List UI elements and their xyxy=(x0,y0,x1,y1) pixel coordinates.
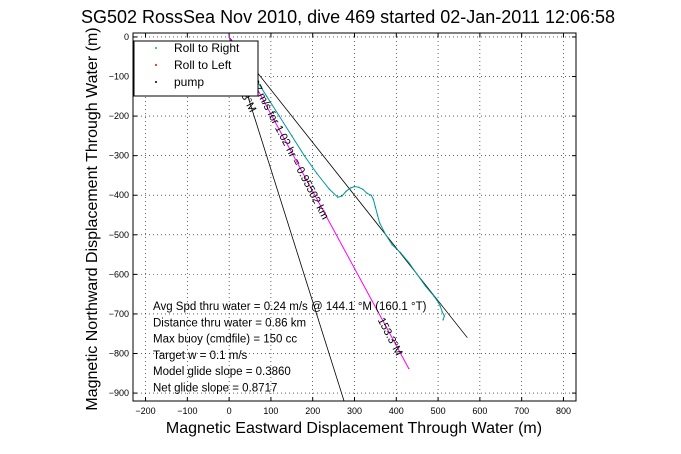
x-tick-label: −200 xyxy=(135,406,155,416)
series-point xyxy=(278,115,280,117)
legend-marker xyxy=(155,64,157,66)
series-point xyxy=(391,243,393,246)
y-tick-label: −900 xyxy=(109,388,129,398)
y-tick-label: −800 xyxy=(109,349,129,359)
info-text: Avg Spd thru water = 0.24 m/s @ 144.1 °M… xyxy=(153,301,427,395)
legend-marker xyxy=(155,47,157,49)
info-line: Target w = 0.1 m/s xyxy=(153,350,248,362)
series-point xyxy=(228,36,230,38)
series-point xyxy=(366,192,368,194)
y-axis-label: Magnetic Northward Displacement Through … xyxy=(84,27,101,410)
y-tick-label: −100 xyxy=(109,72,129,82)
x-tick-label: 200 xyxy=(305,406,320,416)
series-point xyxy=(370,194,372,196)
series-point xyxy=(442,319,444,321)
x-tick-label: 400 xyxy=(389,406,404,416)
series-point xyxy=(349,187,352,189)
y-tick-label: −400 xyxy=(109,190,129,200)
x-tick-label: 300 xyxy=(347,406,362,416)
series-point xyxy=(357,186,360,189)
x-tick-label: 500 xyxy=(431,406,446,416)
y-tick-label: −500 xyxy=(109,230,129,240)
legend-label: pump xyxy=(174,75,204,89)
info-line: Net glide slope = 0.8717 xyxy=(153,383,277,395)
x-tick-label: −100 xyxy=(177,406,197,416)
x-tick-label: 100 xyxy=(263,406,278,416)
legend: Roll to Right Roll to Left pump xyxy=(133,40,259,97)
series-point xyxy=(316,172,318,175)
series-point xyxy=(437,301,439,303)
info-line: Avg Spd thru water = 0.24 m/s @ 144.1 °M… xyxy=(153,301,427,313)
info-line: Model glide slope = 0.3860 xyxy=(153,366,291,378)
series-point xyxy=(385,234,387,236)
grid-lines xyxy=(133,33,576,401)
legend-box xyxy=(133,40,259,97)
plot-area: −200 −100 0 100 200 300 400 500 600 700 800 0−100−… xyxy=(109,32,577,416)
reference-line xyxy=(228,36,468,338)
info-line: Max buoy (cmdfile) = 150 cc xyxy=(153,334,297,346)
series-line xyxy=(228,36,410,369)
series-point xyxy=(303,154,306,157)
series-point xyxy=(441,311,443,313)
series-point xyxy=(291,135,293,137)
legend-label: Roll to Right xyxy=(174,41,240,55)
series-point xyxy=(433,295,435,297)
series-point xyxy=(408,261,410,264)
reference-line xyxy=(228,36,345,402)
series-point xyxy=(378,222,381,224)
series-point xyxy=(266,95,268,98)
series-point xyxy=(345,190,347,192)
y-tick-label: −300 xyxy=(109,151,129,161)
info-line: Distance thru water = 0.86 km xyxy=(153,317,306,329)
y-ticks: 0 −100 −200 −300 −400 −500 −600 −700 −800 −900 xyxy=(109,32,576,398)
series-point xyxy=(399,251,402,254)
y-tick-label: −600 xyxy=(109,269,129,279)
x-tick-label: 700 xyxy=(514,406,529,416)
x-tick-label: 0 xyxy=(227,406,232,416)
y-tick-label: −200 xyxy=(109,111,129,121)
series-point xyxy=(408,367,410,370)
series-point xyxy=(372,198,375,200)
chart-title: SG502 RossSea Nov 2010, dive 469 started… xyxy=(81,7,615,27)
series-point xyxy=(353,185,356,188)
series-point xyxy=(337,196,339,198)
series-line xyxy=(230,40,445,321)
series-point xyxy=(341,195,343,197)
x-ticks: −200 −100 0 100 200 300 400 500 600 700 800 xyxy=(135,33,571,416)
series-point xyxy=(328,188,331,191)
x-tick-label: 600 xyxy=(472,406,487,416)
series-point xyxy=(374,206,377,208)
y-tick-label: 0 xyxy=(124,32,129,42)
x-axis-label: Magnetic Eastward Displacement Through W… xyxy=(166,420,542,437)
series-point xyxy=(443,315,446,317)
legend-entries: Roll to Right Roll to Left pump xyxy=(155,41,240,89)
x-tick-label: 800 xyxy=(556,406,571,416)
series-lines xyxy=(228,36,446,370)
legend-label: Roll to Left xyxy=(174,58,232,72)
series-point xyxy=(424,285,427,287)
series-point xyxy=(376,214,379,216)
series-point xyxy=(416,273,418,276)
series-point xyxy=(362,188,364,191)
legend-marker xyxy=(155,81,157,83)
y-tick-label: −700 xyxy=(109,309,129,319)
reference-lines xyxy=(228,36,468,402)
series-point xyxy=(439,305,441,307)
